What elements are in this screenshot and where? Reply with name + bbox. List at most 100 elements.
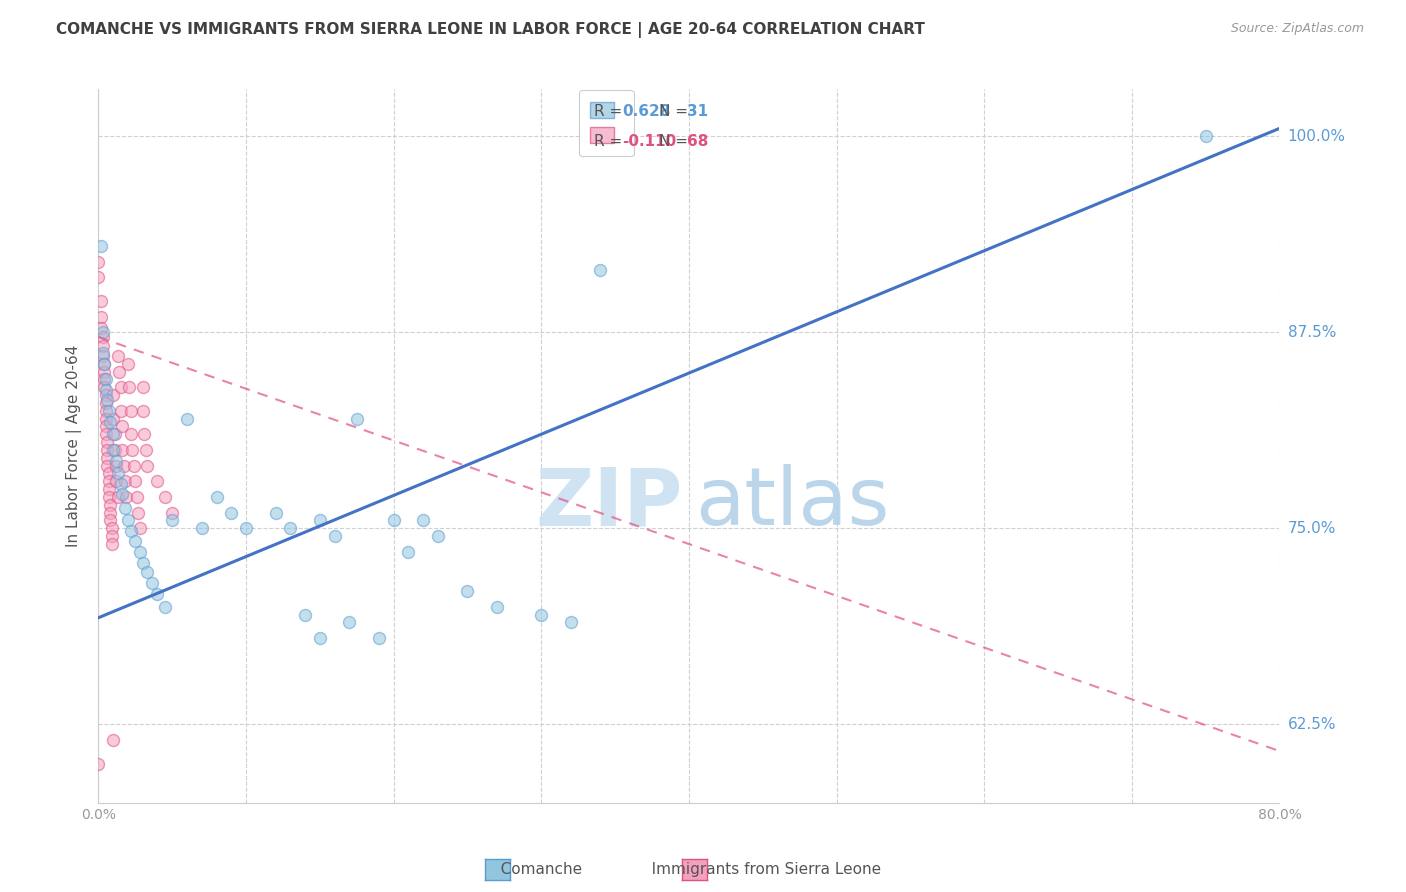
Text: ZIP: ZIP [536, 464, 683, 542]
Point [412, 514, 434, 528]
Point [107, 467, 129, 481]
Text: COMANCHE VS IMMIGRANTS FROM SIERRA LEONE IN LABOR FORCE | AGE 20-64 CORRELATION : COMANCHE VS IMMIGRANTS FROM SIERRA LEONE… [56, 22, 925, 38]
Point [115, 490, 138, 504]
Point [107, 349, 129, 363]
Point [486, 599, 509, 614]
Point [98, 514, 121, 528]
Point [132, 556, 155, 570]
Point [87, 254, 110, 268]
Point [90, 310, 112, 324]
Point [141, 576, 163, 591]
Point [90, 293, 112, 308]
Y-axis label: In Labor Force | Age 20-64: In Labor Force | Age 20-64 [66, 345, 83, 547]
Point [98, 415, 121, 429]
Point [96, 435, 118, 450]
Point [560, 615, 582, 630]
Text: 62.5%: 62.5% [1288, 717, 1336, 731]
Point [589, 262, 612, 277]
Point [93, 357, 115, 371]
Point [134, 427, 156, 442]
Point [93, 372, 115, 386]
Point [294, 607, 316, 622]
Point [103, 427, 125, 442]
Text: Immigrants from Sierra Leone: Immigrants from Sierra Leone [637, 863, 882, 877]
Point [105, 458, 128, 473]
Point [136, 566, 159, 580]
Point [121, 442, 143, 457]
Point [104, 442, 127, 457]
Point [153, 599, 176, 614]
Point [94, 372, 117, 386]
Point [97, 482, 120, 496]
Point [97, 490, 120, 504]
Text: atlas: atlas [695, 464, 889, 542]
Point [162, 506, 183, 520]
Point [125, 490, 148, 504]
Point [96, 450, 118, 465]
Point [97, 467, 120, 481]
Point [146, 475, 169, 489]
Text: R =: R = [595, 135, 627, 149]
Point [94, 419, 117, 434]
Point [111, 442, 134, 457]
Text: -0.110: -0.110 [623, 135, 676, 149]
Point [153, 490, 176, 504]
Point [176, 411, 198, 425]
Text: Comanche: Comanche [486, 863, 582, 877]
Point [120, 403, 142, 417]
Point [94, 396, 117, 410]
Point [382, 514, 405, 528]
Point [94, 403, 117, 417]
Point [117, 357, 139, 371]
Point [105, 454, 128, 468]
Point [346, 411, 368, 425]
Point [96, 442, 118, 457]
Text: N =: N = [659, 104, 693, 119]
Point [117, 514, 139, 528]
Point [91, 339, 114, 353]
Point [93, 380, 115, 394]
Point [94, 388, 117, 402]
Point [191, 521, 214, 535]
Point [91, 349, 114, 363]
Point [87, 756, 110, 771]
Point [120, 427, 142, 442]
Point [456, 584, 478, 599]
Point [91, 330, 114, 344]
Point [103, 733, 125, 747]
Text: 68: 68 [688, 135, 709, 149]
Point [104, 427, 127, 442]
Point [103, 442, 125, 457]
Text: R =: R = [595, 104, 627, 119]
Point [100, 537, 122, 551]
Point [91, 345, 114, 359]
Point [396, 545, 419, 559]
Text: N =: N = [659, 135, 693, 149]
Point [94, 411, 117, 425]
Point [135, 442, 157, 457]
Point [118, 380, 141, 394]
Point [114, 500, 136, 515]
Point [132, 380, 155, 394]
Point [93, 364, 115, 378]
Point [205, 490, 228, 504]
Point [96, 392, 118, 407]
Point [110, 380, 132, 394]
Point [107, 490, 129, 504]
Point [100, 521, 122, 535]
Point [124, 475, 146, 489]
Point [114, 475, 136, 489]
Point [98, 506, 121, 520]
Point [91, 326, 114, 340]
Point [108, 364, 131, 378]
Point [132, 403, 155, 417]
Point [1195, 129, 1218, 144]
Point [93, 357, 115, 371]
Point [235, 521, 257, 535]
Point [100, 529, 122, 543]
Point [90, 320, 112, 334]
Point [98, 498, 121, 512]
Point [427, 529, 450, 543]
Point [103, 388, 125, 402]
Point [111, 419, 134, 434]
